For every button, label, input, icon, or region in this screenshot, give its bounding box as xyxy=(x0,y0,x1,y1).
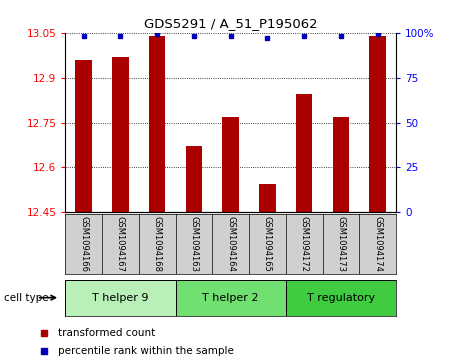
Text: GSM1094166: GSM1094166 xyxy=(79,216,88,272)
Text: transformed count: transformed count xyxy=(58,328,155,338)
Bar xyxy=(149,36,166,212)
Bar xyxy=(369,36,386,212)
Title: GDS5291 / A_51_P195062: GDS5291 / A_51_P195062 xyxy=(144,17,317,30)
Bar xyxy=(75,60,92,212)
Text: T regulatory: T regulatory xyxy=(307,293,375,303)
Bar xyxy=(65,280,176,316)
Bar xyxy=(222,117,239,212)
Text: GSM1094168: GSM1094168 xyxy=(153,216,162,272)
Bar xyxy=(333,117,349,212)
Text: GSM1094165: GSM1094165 xyxy=(263,216,272,272)
Text: cell type: cell type xyxy=(4,293,49,303)
Text: GSM1094172: GSM1094172 xyxy=(300,216,309,272)
Bar xyxy=(176,280,286,316)
Bar xyxy=(259,184,276,212)
Bar xyxy=(112,57,129,212)
Text: T helper 2: T helper 2 xyxy=(202,293,259,303)
Bar xyxy=(286,280,396,316)
Text: GSM1094174: GSM1094174 xyxy=(373,216,382,272)
Text: GSM1094167: GSM1094167 xyxy=(116,216,125,272)
Text: T helper 9: T helper 9 xyxy=(92,293,148,303)
Text: GSM1094164: GSM1094164 xyxy=(226,216,235,272)
Bar xyxy=(185,147,202,212)
Text: GSM1094173: GSM1094173 xyxy=(337,216,346,272)
Bar xyxy=(296,94,312,212)
Text: GSM1094163: GSM1094163 xyxy=(189,216,198,272)
Text: percentile rank within the sample: percentile rank within the sample xyxy=(58,346,234,356)
